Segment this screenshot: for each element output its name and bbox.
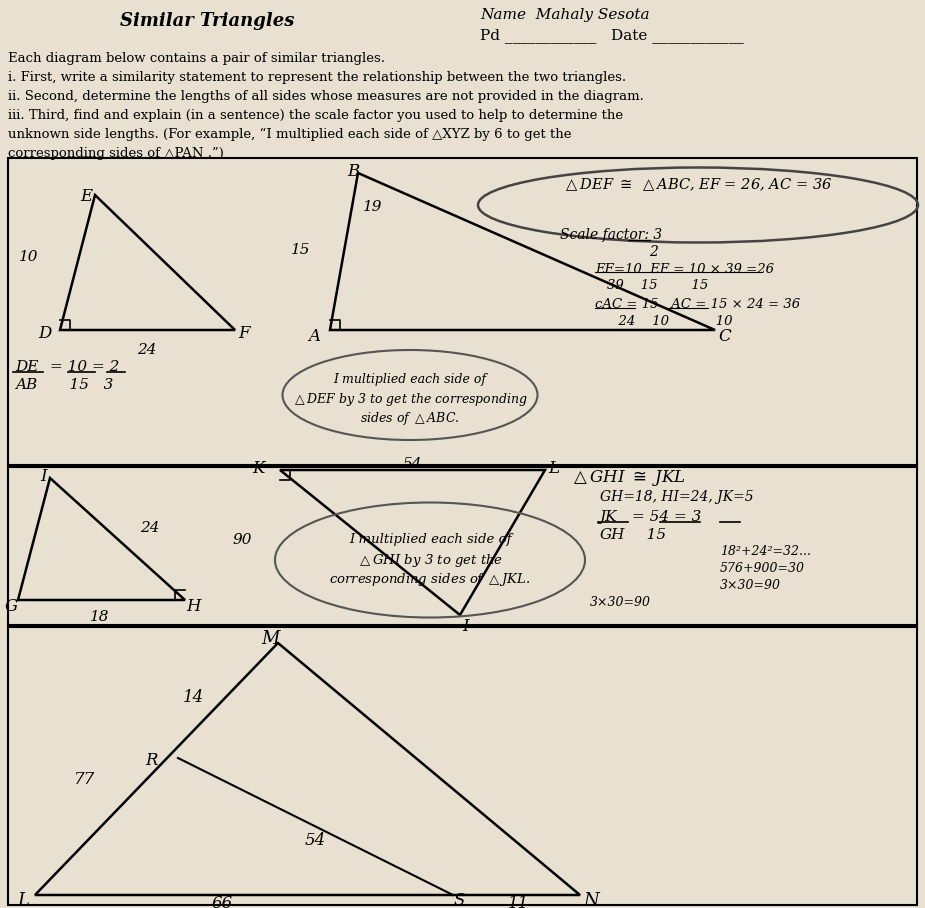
Text: corresponding sides of △PAN .”): corresponding sides of △PAN .”) (8, 147, 224, 160)
Text: DE: DE (15, 360, 38, 374)
Text: R: R (145, 752, 158, 769)
Text: I: I (40, 468, 46, 485)
Text: M: M (261, 630, 279, 648)
Text: Scale factor: 3: Scale factor: 3 (560, 228, 662, 242)
Text: 19: 19 (363, 200, 383, 214)
Text: 11: 11 (508, 895, 528, 908)
Text: 54: 54 (304, 832, 326, 849)
Text: K: K (253, 460, 265, 477)
Text: N: N (583, 892, 598, 908)
Text: 14: 14 (183, 688, 204, 706)
Text: $\triangle$DEF $\cong$ $\triangle$ABC, EF = 26, AC = 36: $\triangle$DEF $\cong$ $\triangle$ABC, E… (563, 177, 832, 193)
Text: $\triangle$GHI by 3 to get the: $\triangle$GHI by 3 to get the (357, 552, 503, 569)
Text: 576+900=30: 576+900=30 (720, 562, 805, 575)
Text: iii. Third, find and explain (in a sentence) the scale factor you used to help t: iii. Third, find and explain (in a sente… (8, 109, 623, 122)
Text: 15: 15 (290, 243, 310, 257)
Text: i. First, write a similarity statement to represent the relationship between the: i. First, write a similarity statement t… (8, 71, 626, 84)
Text: B: B (347, 163, 359, 180)
Text: 2: 2 (649, 245, 658, 259)
Text: 3×30=90: 3×30=90 (590, 596, 651, 609)
Text: 3×30=90: 3×30=90 (720, 579, 781, 592)
Text: A: A (308, 328, 320, 345)
Text: Pd ____________   Date ____________: Pd ____________ Date ____________ (480, 28, 744, 43)
Text: 10: 10 (18, 250, 38, 264)
Text: sides of $\triangle$ABC.: sides of $\triangle$ABC. (360, 410, 460, 427)
Text: 18: 18 (91, 610, 110, 624)
Text: E: E (80, 188, 93, 205)
Text: = 10 = 2: = 10 = 2 (50, 360, 119, 374)
Text: GH: GH (600, 528, 625, 542)
Text: L: L (548, 460, 559, 477)
Bar (8, 627, 917, 905)
Text: Similar Triangles: Similar Triangles (120, 12, 294, 30)
Text: I multiplied each side of: I multiplied each side of (349, 533, 512, 546)
Text: EF=10  EF = 10 × 39 =26: EF=10 EF = 10 × 39 =26 (595, 263, 774, 276)
Text: S: S (454, 892, 465, 908)
Text: GH=18, HI=24, JK=5: GH=18, HI=24, JK=5 (600, 490, 754, 504)
Text: ii. Second, determine the lengths of all sides whose measures are not provided i: ii. Second, determine the lengths of all… (8, 90, 644, 103)
Text: G: G (5, 598, 18, 615)
Text: cAC = 15   AC = 15 × 24 = 36: cAC = 15 AC = 15 × 24 = 36 (595, 298, 800, 311)
Text: L: L (17, 892, 29, 908)
Text: 24: 24 (137, 343, 156, 357)
Text: Each diagram below contains a pair of similar triangles.: Each diagram below contains a pair of si… (8, 52, 385, 65)
Text: 18²+24²=32...: 18²+24²=32... (720, 545, 811, 558)
Text: 66: 66 (212, 895, 232, 908)
Text: 77: 77 (74, 772, 95, 788)
Text: 54: 54 (402, 457, 422, 471)
Text: JK: JK (600, 510, 618, 524)
Text: 39    15        15: 39 15 15 (607, 279, 709, 292)
Text: I: I (462, 618, 469, 635)
Text: Name  Mahaly Sesota: Name Mahaly Sesota (480, 8, 649, 22)
Text: 90: 90 (232, 533, 252, 547)
Text: 15   3: 15 3 (50, 378, 114, 392)
Text: = 54 = 3: = 54 = 3 (632, 510, 701, 524)
Text: unknown side lengths. (For example, “I multiplied each side of △XYZ by 6 to get : unknown side lengths. (For example, “I m… (8, 128, 572, 142)
Text: D: D (38, 325, 52, 342)
Text: F: F (238, 325, 250, 342)
Text: I multiplied each side of: I multiplied each side of (334, 373, 487, 386)
Text: $\triangle$GHI $\cong$ JKL: $\triangle$GHI $\cong$ JKL (570, 468, 685, 488)
Text: corresponding sides of $\triangle$JKL.: corresponding sides of $\triangle$JKL. (329, 571, 531, 588)
Text: $\triangle$DEF by 3 to get the corresponding: $\triangle$DEF by 3 to get the correspon… (292, 391, 528, 408)
Text: H: H (186, 598, 201, 615)
Text: 24: 24 (140, 521, 159, 535)
Text: 24    10           10: 24 10 10 (610, 315, 733, 328)
Text: C: C (718, 328, 731, 345)
Bar (8, 158, 917, 465)
Text: 15: 15 (632, 528, 666, 542)
Text: AB: AB (15, 378, 37, 392)
Bar (8, 467, 917, 625)
